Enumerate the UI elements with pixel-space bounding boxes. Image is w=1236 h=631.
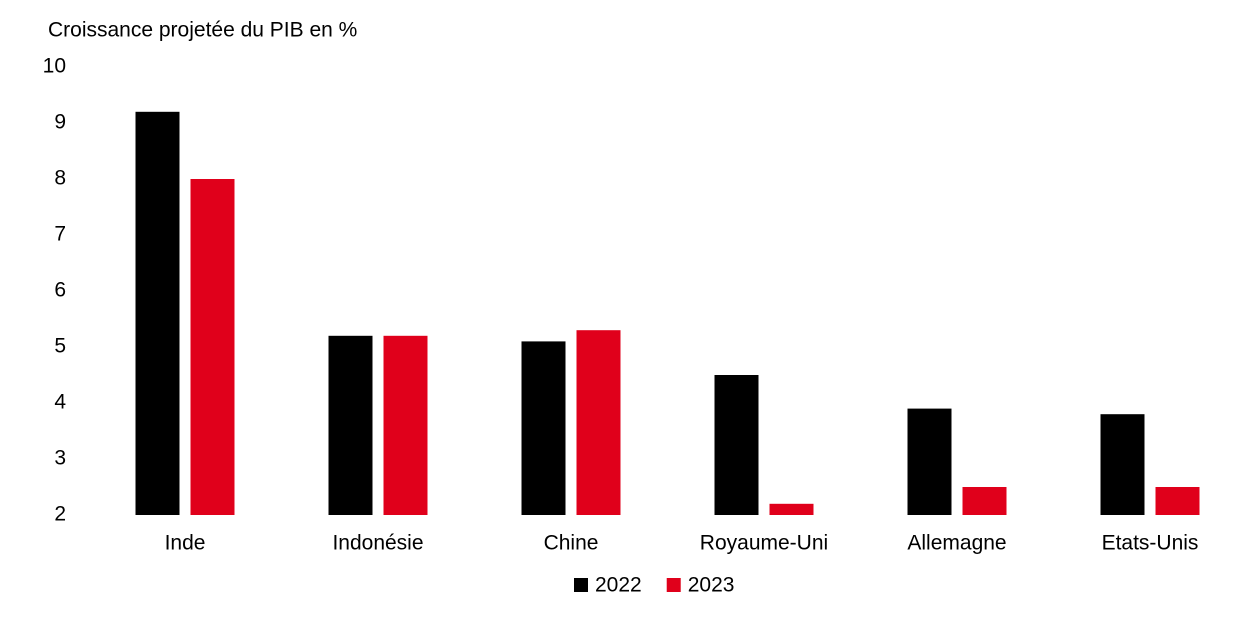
bar <box>328 335 373 515</box>
legend-label: 2022 <box>595 574 642 597</box>
y-tick-label: 10 <box>43 55 66 78</box>
bar <box>1100 414 1145 515</box>
x-tick-label: Etats-Unis <box>1102 532 1199 555</box>
y-tick-label: 6 <box>54 279 66 302</box>
bar <box>1155 487 1200 515</box>
x-tick-label: Indonésie <box>332 532 423 555</box>
bar <box>576 330 621 515</box>
y-tick-label: 7 <box>54 223 66 246</box>
y-tick-label: 2 <box>54 503 66 526</box>
x-tick-label: Chine <box>544 532 599 555</box>
bar <box>383 335 428 515</box>
y-tick-label: 5 <box>54 335 66 358</box>
y-tick-label: 3 <box>54 447 66 470</box>
bar <box>714 375 759 515</box>
legend-swatch <box>666 578 681 592</box>
x-tick-label: Inde <box>165 532 206 555</box>
bar <box>521 341 566 515</box>
bar <box>135 111 180 516</box>
legend-label: 2023 <box>688 574 735 597</box>
bar <box>907 408 952 515</box>
chart-title: Croissance projetée du PIB en % <box>48 19 357 42</box>
bar <box>190 179 235 515</box>
y-tick-label: 9 <box>54 111 66 134</box>
y-tick-label: 4 <box>54 391 66 414</box>
bar <box>962 487 1007 515</box>
x-tick-label: Allemagne <box>907 532 1006 555</box>
legend-swatch <box>574 578 588 592</box>
y-tick-label: 8 <box>54 167 66 190</box>
x-tick-label: Royaume-Uni <box>700 532 828 555</box>
bar <box>769 503 814 515</box>
